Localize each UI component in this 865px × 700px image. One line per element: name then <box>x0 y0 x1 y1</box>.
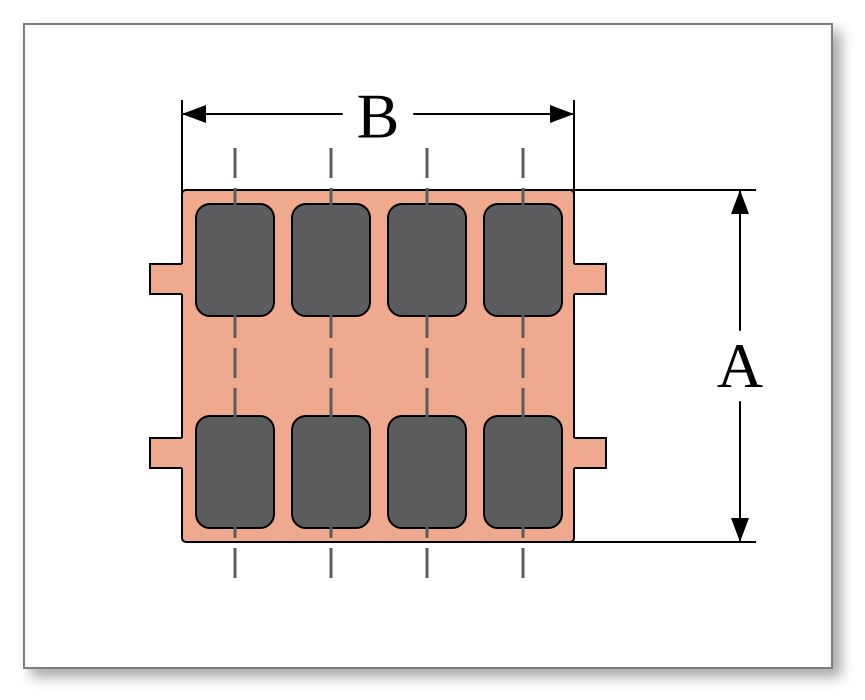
block-cell <box>196 204 274 316</box>
block-tab-fill <box>572 264 606 294</box>
block-tab-fill <box>150 264 184 294</box>
block-cell <box>388 204 466 316</box>
dim-b-label: B <box>357 81 400 152</box>
block-cell <box>484 204 562 316</box>
block-tab-fill <box>572 438 606 468</box>
block-tab-fill <box>150 438 184 468</box>
dim-a-label: A <box>717 330 763 401</box>
block-cell <box>292 204 370 316</box>
diagram-svg: BA <box>0 0 865 700</box>
diagram-stage: BA <box>0 0 865 700</box>
